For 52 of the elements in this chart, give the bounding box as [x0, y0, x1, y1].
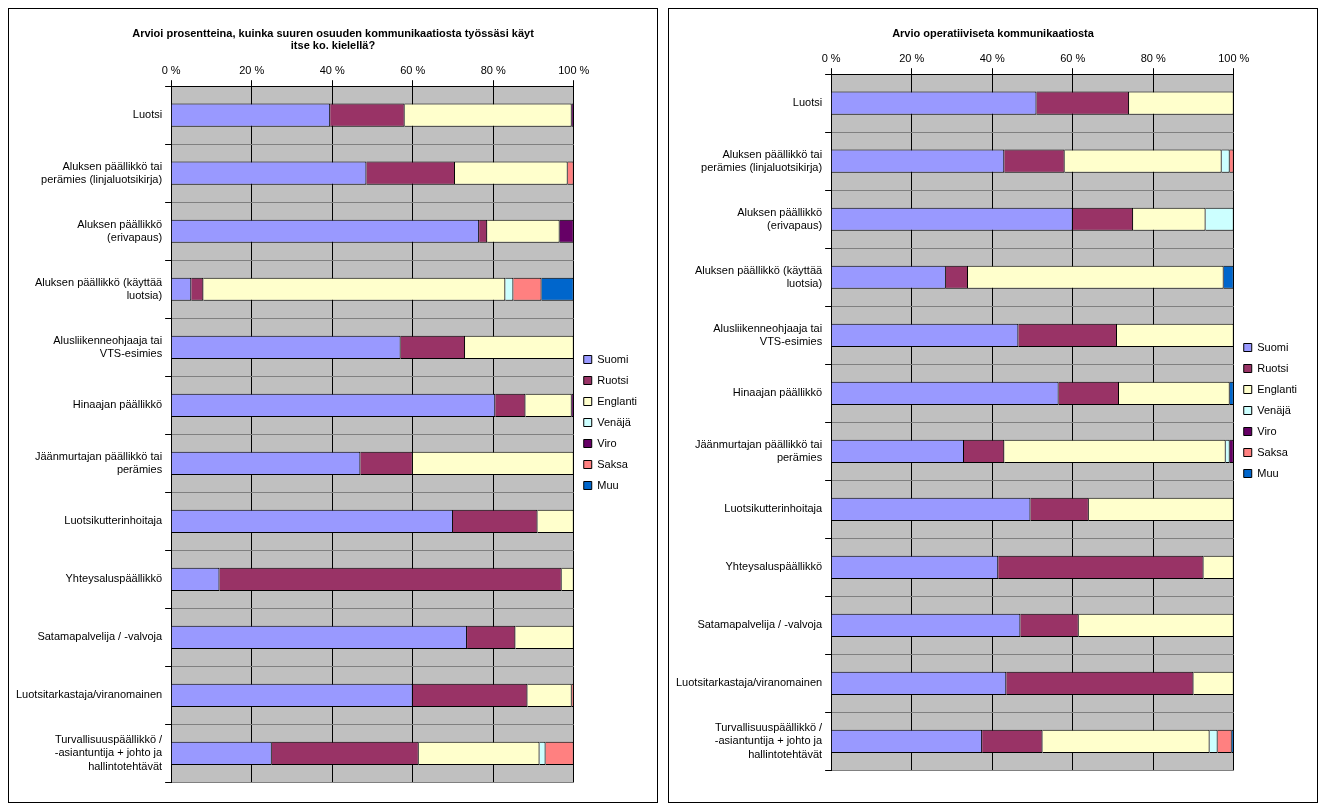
y-tick-label: Yhteysaluspäällikkö — [725, 560, 823, 573]
y-tick-label: Aluksen päällikkö (käyttää luotsia) — [694, 263, 824, 289]
x-tick-label: 0 % — [161, 63, 181, 76]
y-tick-label: Yhteysaluspäällikkö — [65, 572, 163, 585]
y-tick-label: Aluksen päällikkö (erivapaus) — [77, 217, 163, 243]
y-tick-label: Jäänmurtajan päällikkö tai perämies — [34, 449, 163, 475]
legend-label: Englanti — [1257, 382, 1298, 395]
legend-label: Englanti — [597, 394, 638, 407]
y-tick-label: Luotsikutterinhoitaja — [64, 514, 164, 527]
chart-title: Arvioi prosentteina, kuinka suuren osuuden kommunikaatiosta työssäsi käyt itse ko. kielellä? — [131, 27, 535, 51]
x-tick-label: 100 % — [1218, 51, 1250, 64]
y-tick-label: Aluksen päällikkö tai perämies (linjaluotsikirja) — [701, 147, 823, 173]
legend-label: Ruotsi — [597, 373, 629, 386]
x-tick-label: 40 % — [979, 51, 1005, 64]
y-tick-label: Aluksen päällikkö tai perämies (linjaluotsikirja) — [41, 159, 163, 185]
y-tick-label: Alusliikenneohjaaja tai VTS-esimies — [713, 321, 823, 347]
legend-label: Suomi — [1257, 340, 1289, 353]
legend-label: Viro — [1257, 424, 1277, 437]
x-tick-label: 40 % — [319, 63, 345, 76]
y-tick-label: Satamapalvelija / -valvoja — [697, 618, 824, 631]
y-tick-label: Luotsitarkastaja/viranomainen — [16, 688, 163, 701]
y-tick-label: Turvallisuuspäällikkö / -asiantuntija + johto ja hallintotehtävät — [54, 733, 164, 772]
legend-label: Venäjä — [597, 415, 632, 428]
y-tick-label: Hinaajan päällikkö — [72, 398, 163, 411]
legend-label: Muu — [1257, 466, 1279, 479]
chart-title: Arvio operatiiviseta kommunikaatiosta — [891, 27, 1095, 39]
legend-label: Saksa — [597, 457, 629, 470]
x-tick-label: 20 % — [239, 63, 265, 76]
legend-label: Ruotsi — [1257, 361, 1289, 374]
x-tick-label: 80 % — [1140, 51, 1166, 64]
y-tick-label: Luotsi — [792, 96, 823, 109]
y-tick-label: Hinaajan päällikkö — [732, 386, 823, 399]
y-tick-label: Luotsikutterinhoitaja — [724, 502, 824, 515]
x-tick-label: 60 % — [400, 63, 426, 76]
x-tick-label: 100 % — [558, 63, 590, 76]
y-tick-label: Luotsi — [132, 108, 163, 121]
x-tick-label: 80 % — [480, 63, 506, 76]
y-tick-label: Satamapalvelija / -valvoja — [37, 630, 164, 643]
y-tick-label: Luotsitarkastaja/viranomainen — [676, 676, 823, 689]
y-tick-label: Alusliikenneohjaaja tai VTS-esimies — [53, 333, 163, 359]
y-tick-label: Aluksen päällikkö (erivapaus) — [737, 205, 823, 231]
y-tick-label: Aluksen päällikkö (käyttää luotsia) — [34, 275, 164, 301]
x-tick-label: 60 % — [1060, 51, 1086, 64]
legend-label: Suomi — [597, 352, 629, 365]
legend-label: Viro — [597, 436, 617, 449]
y-tick-label: Jäänmurtajan päällikkö tai perämies — [694, 437, 823, 463]
x-tick-label: 0 % — [821, 51, 841, 64]
legend-label: Saksa — [1257, 445, 1289, 458]
x-tick-label: 20 % — [899, 51, 925, 64]
legend-label: Muu — [597, 478, 619, 491]
y-tick-label: Turvallisuuspäällikkö / -asiantuntija + johto ja hallintotehtävät — [714, 721, 824, 760]
legend-label: Venäjä — [1257, 403, 1292, 416]
